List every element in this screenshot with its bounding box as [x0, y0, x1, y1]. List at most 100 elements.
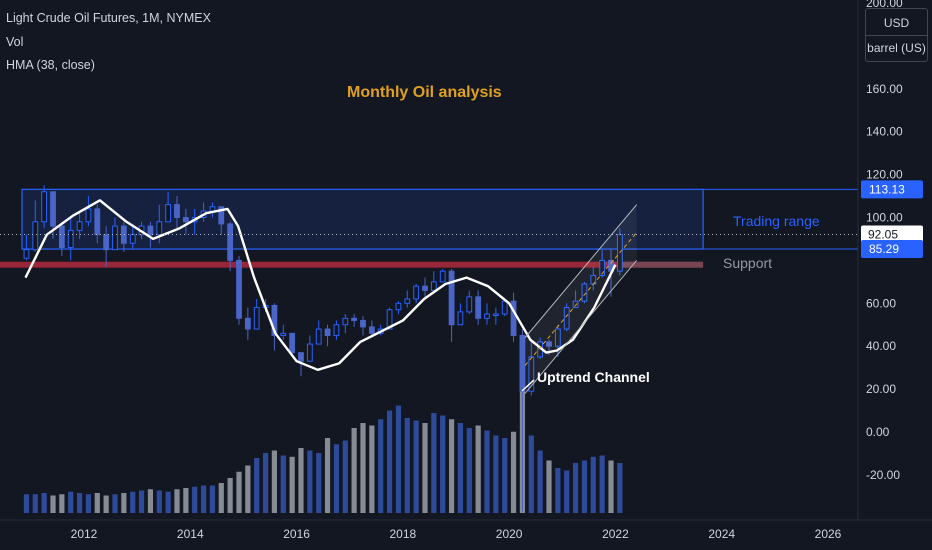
volume-bar — [271, 450, 278, 513]
volume-bar — [599, 455, 605, 513]
time-tick-label: 2026 — [815, 527, 842, 541]
hma-legend[interactable]: HMA (38, close) — [6, 58, 95, 72]
price-badge — [861, 225, 923, 244]
candle-body — [298, 352, 304, 362]
currency-label[interactable]: USD — [883, 16, 910, 30]
price-tick-label: 200.00 — [866, 0, 903, 10]
volume-bar — [298, 448, 304, 513]
channel-lower-line — [524, 260, 638, 394]
volume-bar — [404, 418, 410, 513]
volume-bar — [23, 494, 30, 513]
uptrend-channel[interactable] — [524, 204, 638, 394]
volume-bar — [457, 423, 464, 513]
volume-bar — [493, 435, 499, 513]
volume-bar — [422, 423, 428, 513]
volume-bar — [386, 410, 393, 513]
volume-bar — [378, 419, 384, 513]
volume-bar — [342, 440, 348, 513]
hma-line — [24, 199, 617, 371]
candle-body — [306, 343, 313, 362]
candle-body — [85, 208, 92, 223]
candle-body — [129, 234, 136, 244]
candle-body — [67, 229, 74, 249]
candle-body — [554, 328, 561, 347]
candle-body — [360, 319, 366, 328]
volume-bar — [395, 405, 402, 513]
candle-body — [315, 328, 322, 345]
candle-body — [439, 270, 446, 283]
volume-bar — [103, 495, 109, 513]
volume-bar — [236, 471, 242, 513]
volume-bar — [502, 438, 508, 513]
volume-bar — [130, 491, 136, 513]
price-unit-selector[interactable]: USD barrel (US) — [865, 8, 928, 62]
volume-bar — [209, 485, 216, 513]
candle-body — [492, 313, 499, 317]
volume-bar — [466, 428, 472, 513]
support-band — [0, 261, 704, 268]
volume-bar — [448, 419, 455, 513]
price-badge-label: 92.05 — [868, 228, 898, 242]
unit-label[interactable]: barrel (US) — [867, 41, 926, 55]
candle-body — [599, 259, 606, 276]
chart-title-annotation: Monthly Oil analysis — [347, 84, 502, 101]
volume-bar — [440, 415, 446, 513]
candle-body — [23, 249, 30, 259]
volume-bar — [183, 488, 189, 513]
volume-bar — [572, 463, 579, 513]
symbol-legend[interactable]: Light Crude Oil Futures, 1M, NYMEX — [6, 11, 211, 25]
volume-pane — [23, 388, 623, 513]
volume-bar — [112, 494, 118, 513]
volume-legend[interactable]: Vol — [6, 35, 24, 49]
volume-bar — [431, 413, 437, 513]
candle-body — [253, 307, 260, 330]
candle-body — [581, 283, 588, 302]
candle-body — [271, 304, 278, 336]
channel-upper-line — [524, 204, 638, 338]
volume-bar — [564, 470, 570, 513]
volume-bar — [85, 494, 92, 513]
candle-body — [351, 317, 358, 321]
candle-body — [333, 324, 340, 336]
support-line[interactable] — [0, 261, 704, 268]
candle-body — [227, 223, 234, 261]
candle-body — [236, 259, 242, 319]
candle-body — [448, 270, 455, 326]
candle-body — [120, 225, 127, 244]
volume-bar — [50, 495, 56, 513]
time-tick-label: 2020 — [496, 527, 523, 541]
price-tick-label: 40.00 — [866, 339, 896, 353]
candle-body — [32, 221, 39, 251]
volume-bar — [192, 486, 198, 513]
volume-bar — [289, 456, 295, 513]
candle-body — [58, 225, 65, 249]
volume-bar — [608, 460, 614, 513]
price-badge — [861, 180, 923, 199]
time-tick-label: 2024 — [708, 527, 735, 541]
volume-bar — [262, 453, 269, 513]
price-tick-label: -20.00 — [866, 468, 900, 482]
volume-bar — [41, 493, 47, 513]
channel-midline — [524, 232, 638, 366]
volume-bar — [280, 455, 286, 513]
trading-range-label: Trading range — [733, 213, 820, 229]
candle-body — [563, 307, 570, 330]
volume-bar — [227, 478, 233, 513]
volume-bar — [307, 450, 313, 513]
candle-body — [156, 221, 163, 236]
volume-bar — [121, 493, 127, 513]
candle-body — [94, 208, 101, 236]
price-tick-label: 0.00 — [866, 425, 890, 439]
candle-body — [519, 334, 526, 392]
candle-body — [50, 191, 56, 227]
candle-body — [280, 332, 287, 336]
unit-divider — [866, 35, 927, 36]
volume-bar — [147, 489, 154, 513]
candle-body — [413, 285, 420, 300]
candle-body — [218, 206, 225, 225]
time-tick-label: 2018 — [390, 527, 417, 541]
candle-body — [112, 225, 118, 251]
candle-body — [528, 356, 535, 392]
